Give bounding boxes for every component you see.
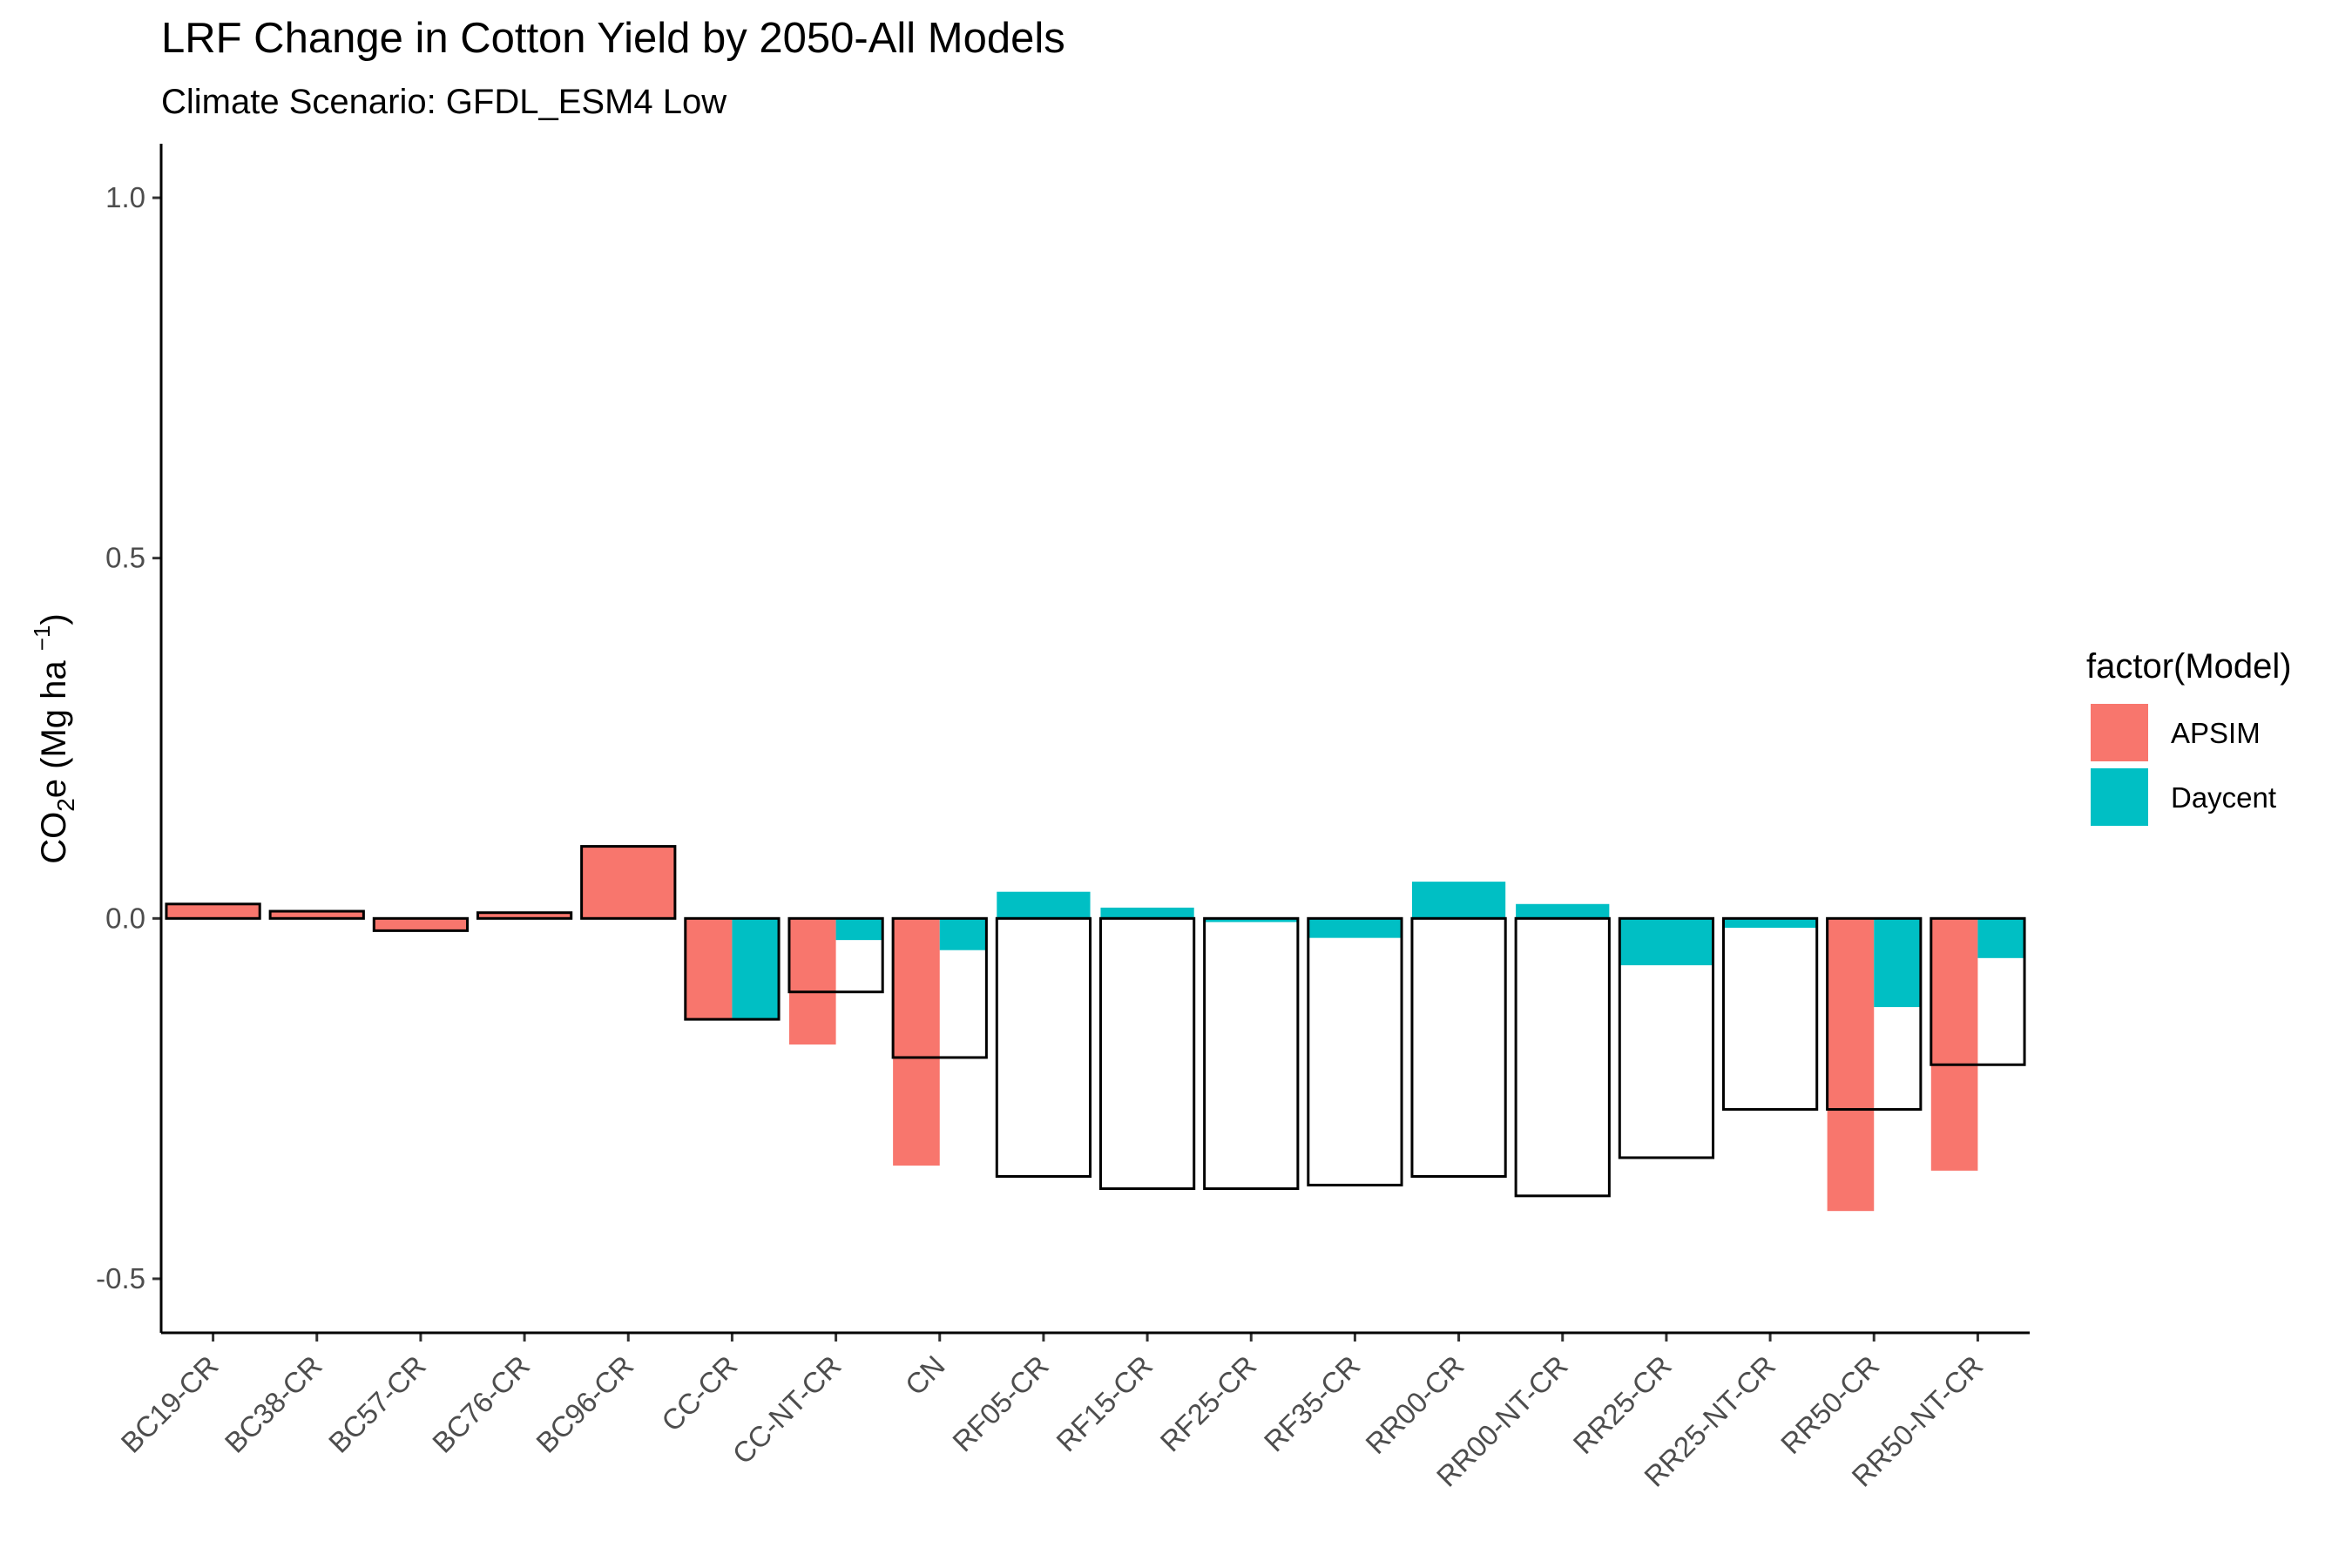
bar-daycent-rr00-cr: [1411, 882, 1506, 919]
outline-bar-rr50-cr: [1826, 916, 1923, 1112]
chart-subtitle: Climate Scenario: GFDL_ESM4 Low: [161, 83, 727, 121]
x-tick-label-bc96-cr: BC96-CR: [530, 1349, 639, 1459]
bar-apsim-bc96-cr: [581, 846, 675, 919]
y-tick-label: -0.5: [96, 1262, 145, 1294]
legend-title: factor(Model): [2086, 647, 2292, 686]
bar-apsim-bc76-cr: [477, 912, 571, 919]
bar-daycent-rr25-nt-cr: [1723, 918, 1817, 929]
x-tick-label-bc19-cr: BC19-CR: [115, 1349, 225, 1459]
outline-bar-bc96-cr: [580, 845, 677, 920]
x-tick-label-bc38-cr: BC38-CR: [219, 1349, 328, 1459]
bar-apsim-rr50-cr: [1827, 918, 1875, 1212]
bar-daycent-rr25-cr: [1619, 918, 1713, 966]
legend-swatch-daycent: [2091, 768, 2148, 826]
bar-daycent-rf35-cr: [1308, 918, 1402, 938]
x-tick-label-cc-nt-cr: CC-NT-CR: [727, 1349, 848, 1470]
bar-apsim-bc57-cr: [374, 918, 468, 931]
y-tick-label: 0.5: [105, 542, 145, 574]
outline-bars-layer: [165, 845, 2026, 1198]
x-tick-label-bc57-cr: BC57-CR: [322, 1349, 432, 1459]
y-axis-ticks: -0.5 0.0 0.5 1.0: [96, 181, 161, 1294]
outline-bar-rr25-nt-cr: [1721, 916, 1819, 1112]
outline-bar-rr50-nt-cr: [1930, 916, 2026, 1066]
bar-apsim-rr50-nt-cr: [1930, 918, 1978, 1171]
bar-daycent-rf25-cr: [1204, 918, 1298, 923]
bar-daycent-cc-cr: [732, 918, 780, 1020]
bar-apsim-cc-cr: [685, 918, 733, 1020]
bar-apsim-bc19-cr: [166, 903, 260, 919]
legend-label-apsim: APSIM: [2171, 717, 2261, 749]
x-tick-label-rr00-cr: RR00-CR: [1359, 1349, 1470, 1460]
x-tick-label-cc-cr: CC-CR: [655, 1349, 743, 1437]
x-tick-label-rr50-cr: RR50-CR: [1774, 1349, 1885, 1460]
x-tick-label-rf35-cr: RF35-CR: [1258, 1349, 1367, 1458]
outline-bar-rr00-nt-cr: [1514, 916, 1611, 1198]
x-tick-label-bc76-cr: BC76-CR: [426, 1349, 536, 1459]
bar-daycent-rf15-cr: [1100, 907, 1194, 919]
outline-bar-bc19-cr: [165, 902, 261, 920]
x-tick-label-cn: CN: [899, 1349, 951, 1402]
bar-daycent-rr00-nt-cr: [1516, 903, 1610, 919]
bar-daycent-cn: [939, 918, 987, 950]
bar-apsim-bc38-cr: [270, 911, 364, 919]
x-tick-label-rf25-cr: RF25-CR: [1153, 1349, 1262, 1458]
y-axis-title: CO2e (Mg ha −1): [29, 613, 79, 864]
outline-bar-rf35-cr: [1307, 916, 1403, 1186]
y-tick-label: 1.0: [105, 181, 145, 213]
outline-bar-cc-nt-cr: [787, 916, 884, 994]
outline-bar-cc-cr: [684, 916, 781, 1021]
outline-bar-bc76-cr: [476, 911, 573, 920]
outline-bar-bc57-cr: [372, 916, 470, 932]
bar-daycent-cc-nt-cr: [835, 918, 883, 941]
outline-bar-rr25-cr: [1618, 916, 1715, 1159]
chart-title: LRF Change in Cotton Yield by 2050-All M…: [161, 15, 1065, 62]
outline-bar-rf25-cr: [1203, 916, 1300, 1191]
bar-daycent-rf05-cr: [997, 891, 1091, 919]
legend: factor(Model) APSIM Daycent: [2086, 647, 2292, 826]
y-tick-label: 0.0: [105, 902, 145, 934]
x-tick-label-rr25-cr: RR25-CR: [1567, 1349, 1678, 1460]
bar-apsim-cc-nt-cr: [788, 918, 836, 1045]
legend-swatch-apsim: [2091, 704, 2148, 761]
bar-apsim-cn: [893, 918, 940, 1166]
outline-bar-rf15-cr: [1098, 916, 1196, 1191]
outline-bar-rf05-cr: [995, 916, 1092, 1178]
bars-layer: [166, 846, 2025, 1212]
outline-bar-rr00-cr: [1410, 916, 1507, 1178]
bar-daycent-rr50-nt-cr: [1977, 918, 2025, 958]
bar-daycent-rr50-cr: [1874, 918, 1921, 1008]
outline-bar-cn: [891, 916, 988, 1059]
x-tick-label-rf05-cr: RF05-CR: [946, 1349, 1055, 1458]
outline-bar-bc38-cr: [268, 909, 365, 920]
legend-label-daycent: Daycent: [2171, 781, 2276, 814]
x-tick-label-rf15-cr: RF15-CR: [1050, 1349, 1159, 1458]
